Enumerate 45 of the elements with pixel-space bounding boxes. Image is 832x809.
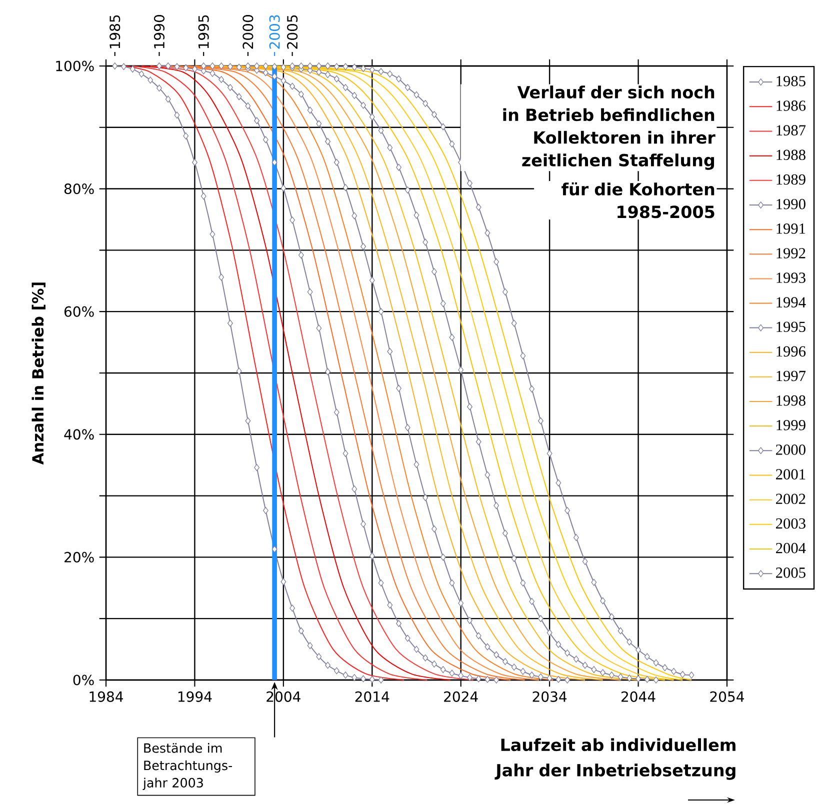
- ref-line-label: 2003: [269, 15, 280, 49]
- legend-label: 1996: [776, 346, 806, 357]
- legend-label: 1989: [776, 174, 806, 185]
- legend-label: 1990: [776, 198, 806, 210]
- legend-label: 1997: [776, 370, 806, 382]
- legend-label: 1992: [776, 248, 806, 258]
- x-tick-label: 2044: [621, 691, 656, 702]
- legend-label: 1994: [776, 297, 806, 308]
- legend-label: 2003: [776, 518, 806, 529]
- legend-label: 2001: [776, 469, 806, 480]
- x2-tick-label: 1985: [110, 15, 120, 48]
- legend-label: 1987: [776, 125, 806, 136]
- text: Verlauf der sich noch in Betrieb befindlichen Kollektoren in ihrer zeitlichen Staffelung: [503, 86, 716, 170]
- y-tick-label: 60%: [64, 306, 94, 317]
- y-axis-title: Anzahl in Betrieb [%]: [32, 282, 46, 465]
- x-axis-title: Laufzeit ab individuellem Jahr der Inbetriebsetzung: [494, 738, 736, 780]
- legend-label: 1986: [776, 100, 806, 111]
- legend-label: 1999: [776, 420, 806, 430]
- x-tick-label: 1994: [178, 691, 212, 702]
- x-tick-label: 2034: [532, 691, 567, 702]
- y-tick-label: 40%: [64, 429, 94, 440]
- x-tick-label: 2054: [710, 691, 744, 702]
- legend-label: 2005: [776, 568, 806, 578]
- x2-tick-label: 1995: [198, 15, 209, 48]
- legend-label: 2002: [776, 494, 806, 504]
- legend-label: 1988: [776, 150, 806, 160]
- legend-label: 1998: [776, 395, 806, 406]
- x-tick-label: 1984: [90, 691, 124, 702]
- legend-label: 2004: [776, 542, 806, 554]
- x2-tick-label: 2005: [287, 15, 298, 49]
- x2-tick-label: 2000: [242, 15, 254, 49]
- legend-label: 1993: [776, 272, 806, 283]
- y-tick-label: 0%: [73, 674, 94, 686]
- x2-tick-label: 1990: [154, 15, 165, 48]
- text: für die Kohorten 1985-2005: [562, 182, 714, 218]
- legend-label: 1991: [776, 224, 806, 234]
- legend-label: 2000: [776, 444, 806, 455]
- y-tick-label: 80%: [64, 183, 94, 194]
- y-tick-label: 100%: [56, 60, 94, 72]
- legend-label: 1985: [776, 76, 806, 86]
- y-tick-label: 20%: [64, 552, 94, 562]
- legend-label: 1995: [776, 322, 806, 332]
- text: Bestände im Betrachtungs-jahr 2003: [142, 743, 232, 790]
- x-tick-label: 2014: [355, 691, 390, 702]
- x-tick-label: 2024: [444, 691, 478, 702]
